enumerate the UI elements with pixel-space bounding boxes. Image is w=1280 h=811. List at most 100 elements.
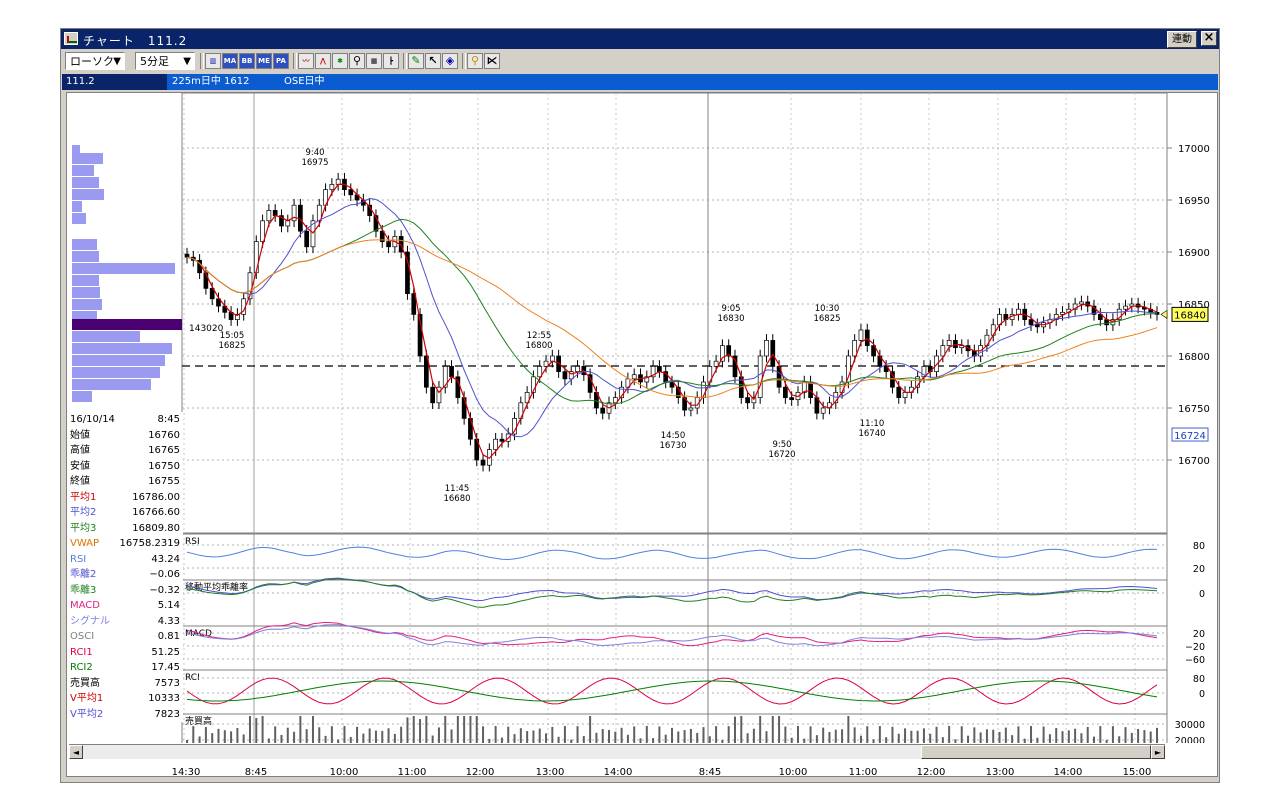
annotation-time: 9:05 bbox=[721, 304, 740, 314]
symbol-status-bar: 111.2 225m日中 1612 OSE日中 bbox=[62, 74, 1218, 90]
volume-bar bbox=[904, 728, 907, 743]
indicator-chart-icon[interactable]: ▥ bbox=[205, 53, 221, 69]
scroll-track[interactable] bbox=[83, 745, 921, 759]
volume-bar bbox=[305, 729, 308, 743]
candle-body bbox=[549, 355, 555, 362]
annotation-price: 16830 bbox=[717, 314, 744, 324]
info-label: 始値 bbox=[70, 429, 90, 441]
volume-bar bbox=[853, 727, 856, 743]
zoom-icon[interactable]: ⚲ bbox=[349, 53, 365, 69]
horizontal-scrollbar[interactable]: ◄ ► bbox=[69, 744, 1165, 759]
fibonacci-icon[interactable]: ⋉ bbox=[484, 53, 500, 69]
pen-icon[interactable]: ✎ bbox=[408, 53, 424, 69]
volume-bar bbox=[948, 726, 951, 743]
scroll-right-icon[interactable]: ► bbox=[1151, 745, 1165, 759]
bb-button[interactable]: BB bbox=[239, 53, 255, 69]
volume-bar bbox=[437, 727, 440, 743]
candle-body bbox=[575, 366, 580, 372]
pointer-icon[interactable]: ↖ bbox=[425, 53, 441, 69]
window-title: チャート 111.2 bbox=[83, 34, 188, 48]
volume-bar bbox=[538, 728, 541, 743]
volume-bar bbox=[752, 728, 755, 743]
info-date: 16/10/14 bbox=[70, 414, 115, 425]
candle-body bbox=[720, 345, 725, 362]
time-tick-label: 11:00 bbox=[398, 767, 427, 778]
title-bar[interactable]: チャート 111.2 連動 × bbox=[61, 29, 1219, 49]
info-row: V平均2 7823 bbox=[69, 707, 183, 723]
annotation-time: 11:10 bbox=[860, 419, 885, 429]
volume-profile-bar bbox=[72, 331, 140, 342]
info-value: 16755 bbox=[148, 476, 180, 487]
volume-bar bbox=[658, 726, 661, 743]
candle-body bbox=[1028, 319, 1034, 326]
volume-bar bbox=[1080, 733, 1083, 743]
volume-profile-bar bbox=[72, 201, 82, 212]
pa-button[interactable]: PA bbox=[273, 53, 289, 69]
candle-body bbox=[335, 178, 341, 185]
info-datetime-row: 16/10/14 8:45 bbox=[69, 412, 183, 428]
panel-frame bbox=[181, 579, 1168, 627]
layout-icon[interactable]: ┣ bbox=[383, 53, 399, 69]
volume-bar bbox=[500, 737, 503, 743]
volume-bar bbox=[211, 733, 214, 743]
candle-body bbox=[1091, 305, 1097, 315]
volume-bar bbox=[822, 727, 825, 743]
candle-body bbox=[864, 329, 870, 346]
line-chart-icon[interactable]: 〰 bbox=[298, 53, 314, 69]
info-time: 8:45 bbox=[157, 414, 180, 425]
search-icon[interactable]: ⚲ bbox=[467, 53, 483, 69]
info-row: 安値 16750 bbox=[69, 459, 183, 475]
time-tick-label: 12:00 bbox=[917, 767, 946, 778]
link-button[interactable]: 連動 bbox=[1167, 31, 1197, 48]
info-label: 乖離3 bbox=[70, 584, 97, 596]
chart-canvas[interactable]: 17000 16950 16900 16850 16800 16750 16700 14302… bbox=[67, 93, 1217, 743]
deviation3-line bbox=[186, 578, 1158, 608]
info-label: 高値 bbox=[70, 445, 90, 456]
ma-button[interactable]: MA bbox=[222, 53, 238, 69]
candle-body bbox=[405, 251, 410, 294]
chart-type-select[interactable]: ローソク ▼ bbox=[65, 52, 125, 70]
candle-body bbox=[1034, 324, 1040, 328]
info-label: 乖離2 bbox=[70, 569, 97, 580]
volume-bar bbox=[715, 726, 718, 743]
info-value: 43.24 bbox=[151, 553, 180, 565]
volume-bar bbox=[897, 733, 900, 743]
info-label: シグナル bbox=[70, 615, 110, 627]
volume-bar bbox=[482, 726, 485, 743]
info-row: 平均3 16809.80 bbox=[69, 521, 183, 537]
volume-bar bbox=[387, 728, 390, 743]
status-symbol: 225m日中 1612 bbox=[172, 76, 250, 87]
candle-body bbox=[272, 210, 278, 216]
close-icon[interactable]: × bbox=[1201, 31, 1217, 46]
volume-profile-bar bbox=[72, 153, 103, 164]
volume-bar bbox=[1004, 727, 1007, 743]
volume-bar bbox=[645, 726, 648, 743]
annotation-time: 15:05 bbox=[220, 331, 245, 341]
window-icon[interactable]: ▦ bbox=[366, 53, 382, 69]
time-tick-label: 13:00 bbox=[986, 767, 1015, 778]
volume-bar bbox=[563, 726, 566, 743]
volume-bar bbox=[349, 736, 352, 743]
interval-select[interactable]: 5分足 ▼ bbox=[135, 52, 195, 70]
info-row: 始値 16760 bbox=[69, 428, 183, 444]
volume-bar bbox=[633, 726, 636, 743]
scroll-thumb[interactable] bbox=[921, 745, 1151, 759]
volume-bar bbox=[1111, 726, 1114, 743]
volume-profile-bar bbox=[72, 275, 99, 286]
time-tick-label: 14:30 bbox=[172, 767, 201, 778]
toolbar: ローソク ▼ 5分足 ▼ ▥ MA BB ME PA 〰 ⋀ ✱ ⚲ ▦ ┣ ✎ ↖… bbox=[61, 50, 1219, 72]
time-tick-label: 13:00 bbox=[536, 767, 565, 778]
info-value: −0.06 bbox=[149, 569, 180, 580]
scroll-left-icon[interactable]: ◄ bbox=[69, 745, 83, 759]
volume-bar bbox=[954, 739, 957, 743]
trend-icon[interactable]: ⋀ bbox=[315, 53, 331, 69]
annotation-time: 11:45 bbox=[445, 484, 470, 494]
me-button[interactable]: ME bbox=[256, 53, 272, 69]
eraser-icon[interactable]: ◈ bbox=[442, 53, 458, 69]
chart-area[interactable]: 17000 16950 16900 16850 16800 16750 16700 14302… bbox=[66, 92, 1218, 777]
candle-body bbox=[260, 220, 265, 242]
volume-bar bbox=[803, 738, 806, 743]
volume-bar bbox=[570, 739, 573, 743]
crossline-icon[interactable]: ✱ bbox=[332, 53, 348, 69]
annotation-price: 16680 bbox=[443, 494, 470, 504]
